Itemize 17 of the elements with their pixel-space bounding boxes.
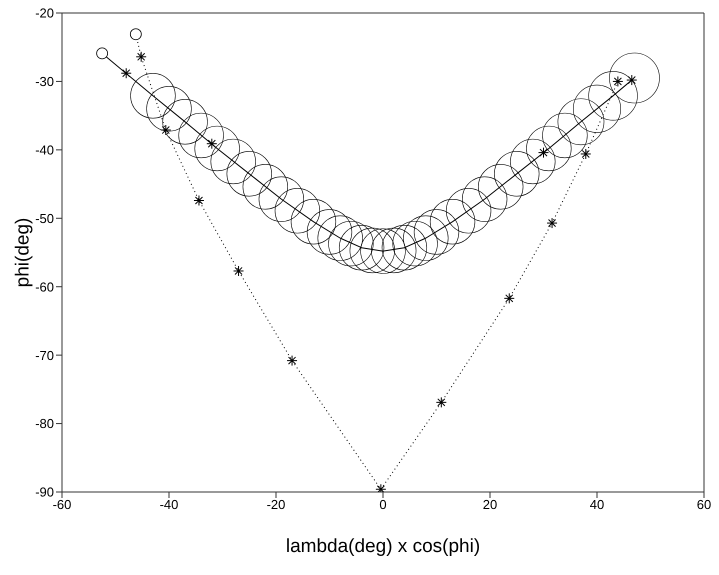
y-tick-label: -40 (35, 142, 54, 158)
y-tick-label: -70 (35, 348, 54, 363)
y-tick-label: -60 (35, 279, 54, 294)
x-axis-title: lambda(deg) x cos(phi) (286, 536, 480, 557)
x-tick-label: 40 (590, 497, 604, 512)
x-tick-label: 60 (696, 497, 712, 512)
x-tick-label: -60 (52, 497, 72, 512)
x-tick-label: -40 (160, 497, 178, 512)
x-tick-label: -20 (266, 497, 286, 512)
y-tick-label: -80 (35, 416, 54, 432)
y-axis-title: phi(deg) (12, 218, 34, 288)
y-tick-label: -30 (35, 74, 54, 90)
x-tick-label: 0 (379, 497, 387, 512)
y-tick-label: -20 (35, 6, 54, 21)
y-tick-label: -90 (35, 484, 54, 500)
x-tick-label: 20 (482, 497, 498, 512)
y-tick-label: -50 (35, 210, 54, 226)
